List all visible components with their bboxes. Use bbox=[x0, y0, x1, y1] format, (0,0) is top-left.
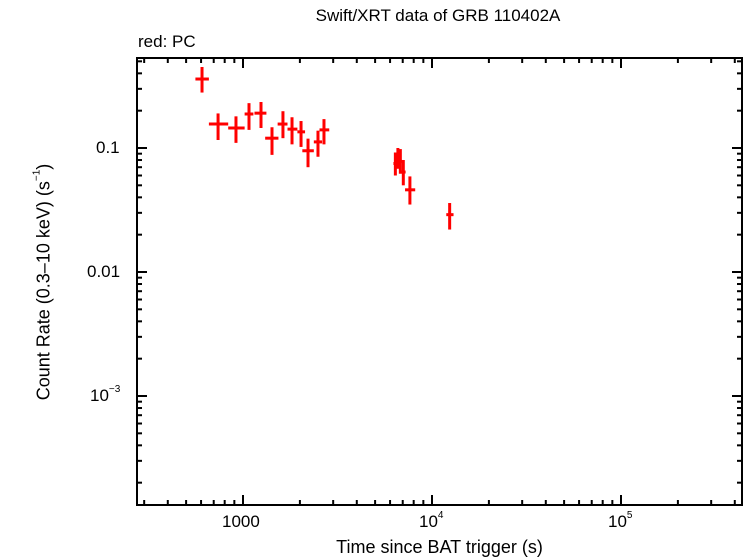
x-tick-1000: 1000 bbox=[222, 512, 260, 531]
data-point bbox=[195, 67, 209, 93]
x-tick-1e5: 105 bbox=[608, 510, 633, 531]
data-point bbox=[446, 203, 454, 230]
data-point bbox=[265, 127, 279, 155]
y-tick-0.01: 0.01 bbox=[87, 262, 121, 281]
y-axis-label: Count Rate (0.3–10 keV) (s−1) bbox=[31, 163, 54, 401]
data-point bbox=[244, 103, 254, 130]
plot-frame bbox=[136, 57, 743, 506]
data-point bbox=[405, 176, 416, 205]
x-tick-1e4: 104 bbox=[419, 510, 444, 531]
data-point bbox=[302, 138, 314, 168]
data-point bbox=[287, 117, 298, 145]
data-point bbox=[398, 149, 403, 174]
data-point bbox=[228, 116, 245, 143]
y-tick-1e-3: 10−3 bbox=[90, 384, 121, 405]
data-point bbox=[254, 101, 267, 128]
data-point bbox=[208, 113, 229, 141]
legend-label: red: PC bbox=[138, 32, 196, 51]
data-point bbox=[277, 111, 288, 139]
data-point bbox=[313, 130, 323, 157]
y-tick-0.1: 0.1 bbox=[96, 138, 120, 157]
data-point bbox=[401, 160, 406, 186]
x-axis-label: Time since BAT trigger (s) bbox=[336, 537, 543, 557]
data-point bbox=[297, 121, 306, 147]
chart-title: Swift/XRT data of GRB 110402A bbox=[315, 6, 561, 25]
data-point bbox=[319, 119, 330, 145]
